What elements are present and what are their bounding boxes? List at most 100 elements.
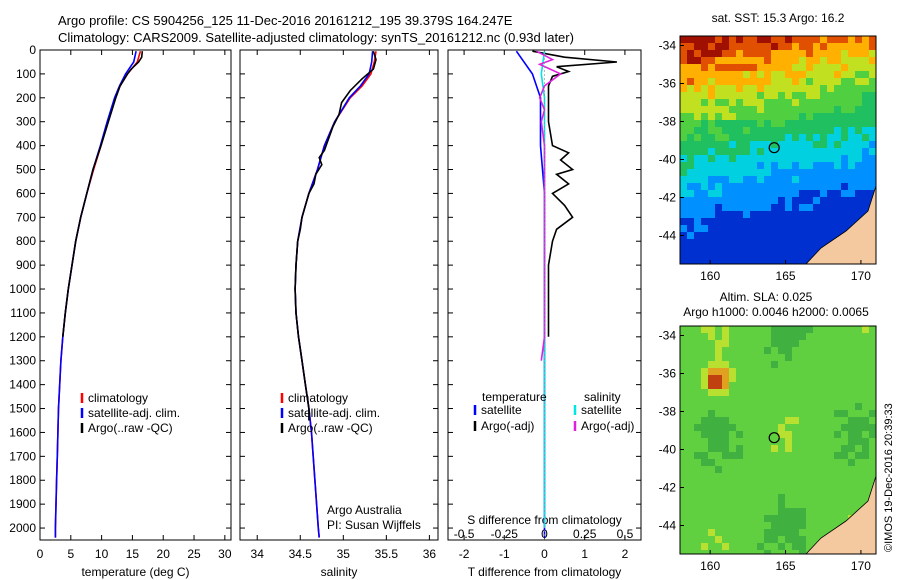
map-cell (729, 522, 736, 529)
map-cell (757, 211, 764, 218)
map-cell (841, 218, 848, 225)
map-cell (792, 176, 799, 183)
map-cell (687, 92, 694, 99)
map-cell (750, 127, 757, 134)
map-cell (848, 445, 855, 452)
map-cell (757, 396, 764, 403)
map-cell (834, 99, 841, 106)
map-cell (771, 113, 778, 120)
map-cell (848, 64, 855, 71)
map-cell (722, 120, 729, 127)
map-cell (764, 43, 771, 50)
map-cell (764, 246, 771, 253)
map-cell (764, 375, 771, 382)
map-cell (743, 43, 750, 50)
map-cell (785, 162, 792, 169)
map-cell (750, 382, 757, 389)
map-cell (722, 218, 729, 225)
map-cell (792, 50, 799, 57)
map-cell (792, 197, 799, 204)
map-cell (736, 396, 743, 403)
map-cell (827, 501, 834, 508)
map-cell (778, 396, 785, 403)
map-cell (764, 36, 771, 43)
map-cell (750, 410, 757, 417)
map-cell (862, 459, 869, 466)
map-cell (687, 190, 694, 197)
map-cell (708, 71, 715, 78)
map-cell (764, 162, 771, 169)
map-cell (743, 389, 750, 396)
map-cell (750, 480, 757, 487)
map-cell (785, 260, 792, 264)
map-cell (848, 50, 855, 57)
map-cell (708, 218, 715, 225)
top-x-tick-label: -0.5 (454, 527, 475, 541)
map-cell (736, 445, 743, 452)
map-cell (701, 85, 708, 92)
map-cell (855, 85, 862, 92)
map-cell (729, 438, 736, 445)
map-cell (722, 169, 729, 176)
map-cell (736, 176, 743, 183)
map-cell (715, 85, 722, 92)
y-tick-label: 500 (16, 163, 36, 177)
map-cell (799, 253, 806, 260)
map-cell (708, 431, 715, 438)
map-cell (834, 50, 841, 57)
map-cell (757, 155, 764, 162)
map-cell (855, 169, 862, 176)
map-cell (722, 529, 729, 536)
map-cell (827, 522, 834, 529)
map-cell (799, 92, 806, 99)
map-cell (869, 43, 876, 50)
map-cell (701, 78, 708, 85)
map-cell (736, 155, 743, 162)
map-cell (869, 459, 876, 466)
map-cell (771, 64, 778, 71)
map-cell (750, 225, 757, 232)
map-cell (869, 92, 876, 99)
map-cell (841, 501, 848, 508)
map-cell (841, 326, 848, 333)
map-cell (827, 452, 834, 459)
map-cell (778, 340, 785, 347)
map-cell (694, 176, 701, 183)
map-cell (785, 487, 792, 494)
map-cell (729, 71, 736, 78)
map-cell (729, 239, 736, 246)
map-cell (694, 92, 701, 99)
map-cell (862, 120, 869, 127)
map-cell (729, 368, 736, 375)
map-cell (708, 106, 715, 113)
map-cell (743, 550, 750, 554)
map-cell (855, 487, 862, 494)
map-cell (715, 508, 722, 515)
map-cell (813, 326, 820, 333)
map-cell (862, 78, 869, 85)
map-cell (771, 127, 778, 134)
map-cell (771, 431, 778, 438)
map-cell (687, 459, 694, 466)
map-cell (862, 452, 869, 459)
map-cell (848, 354, 855, 361)
map-cell (785, 347, 792, 354)
map-cell (701, 494, 708, 501)
map-cell (736, 197, 743, 204)
map-cell (806, 162, 813, 169)
map-cell (680, 50, 687, 57)
map-cell (687, 113, 694, 120)
map-cell (771, 515, 778, 522)
map-cell (757, 389, 764, 396)
map-cell (736, 438, 743, 445)
map-cell (715, 127, 722, 134)
map-cell (743, 424, 750, 431)
map-cell (778, 225, 785, 232)
map-cell (743, 50, 750, 57)
map-cell (827, 396, 834, 403)
map-cell (806, 452, 813, 459)
map-cell (785, 71, 792, 78)
map-cell (680, 106, 687, 113)
map-cell (806, 71, 813, 78)
map-cell (813, 529, 820, 536)
